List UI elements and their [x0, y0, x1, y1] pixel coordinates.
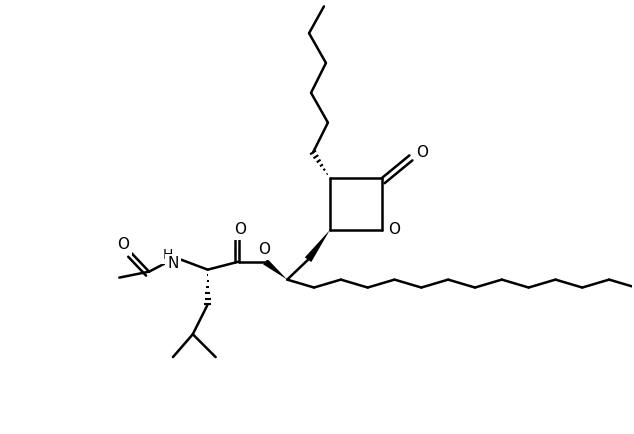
Polygon shape — [305, 230, 330, 262]
Text: N: N — [167, 256, 179, 271]
Text: O: O — [117, 237, 129, 252]
Text: O: O — [389, 222, 401, 237]
Text: H: H — [162, 248, 173, 262]
Text: O: O — [258, 242, 270, 257]
Polygon shape — [263, 259, 287, 279]
Text: O: O — [417, 145, 429, 160]
Text: O: O — [235, 222, 247, 237]
